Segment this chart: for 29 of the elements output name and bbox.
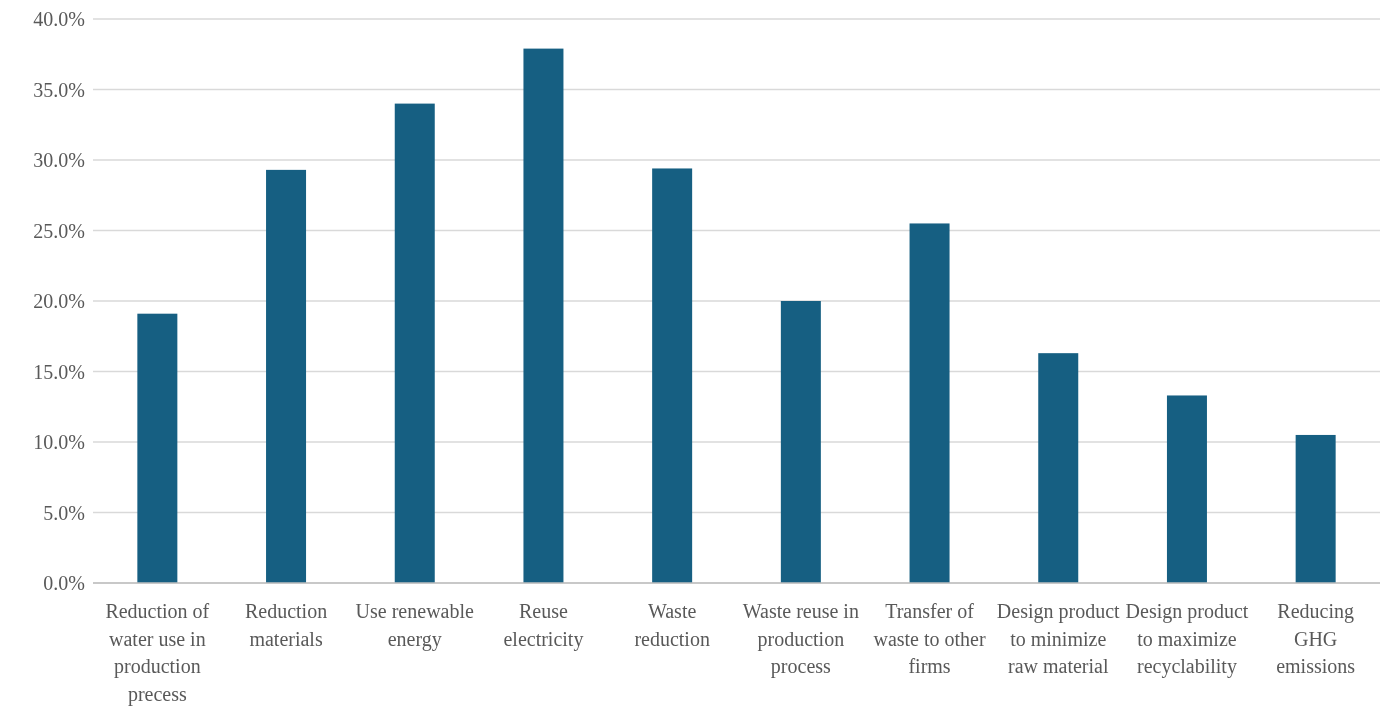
- bar: [394, 103, 435, 583]
- x-tick-label: Waste reuse in production process: [742, 600, 859, 678]
- bar: [1038, 353, 1079, 583]
- y-tick-label: 25.0%: [33, 219, 85, 242]
- bar: [652, 168, 693, 583]
- bar: [909, 223, 950, 583]
- bar: [780, 301, 821, 583]
- bar: [266, 169, 307, 583]
- y-tick-label: 15.0%: [33, 360, 85, 383]
- x-tick-label: Design product to maximize recyclability: [1125, 600, 1249, 678]
- x-tick-label: Reduction materials: [244, 600, 328, 650]
- y-tick-label: 10.0%: [33, 431, 85, 453]
- x-tick-label: Waste reduction: [634, 600, 710, 650]
- y-tick-label: 30.0%: [33, 149, 85, 171]
- y-tick-label: 40.0%: [33, 8, 85, 30]
- x-tick-label: Reduction of water use in production precess: [105, 600, 210, 706]
- x-tick-label: Transfer of waste to other firms: [873, 600, 986, 677]
- y-tick-label: 5.0%: [43, 501, 85, 524]
- bar: [137, 313, 178, 583]
- bar: [1166, 395, 1207, 583]
- x-tick-label: Design product to minimize raw material: [996, 600, 1121, 677]
- y-tick-label: 0.0%: [43, 572, 85, 594]
- x-tick-label: Use renewable energy: [355, 600, 474, 651]
- x-tick-label: Reducing GHG emissions: [1276, 600, 1356, 677]
- y-tick-label: 20.0%: [33, 290, 85, 312]
- x-tick-label: Reuse electricity: [503, 600, 584, 651]
- y-tick-label: 35.0%: [33, 78, 85, 101]
- bar: [1295, 434, 1336, 583]
- bar: [523, 48, 564, 583]
